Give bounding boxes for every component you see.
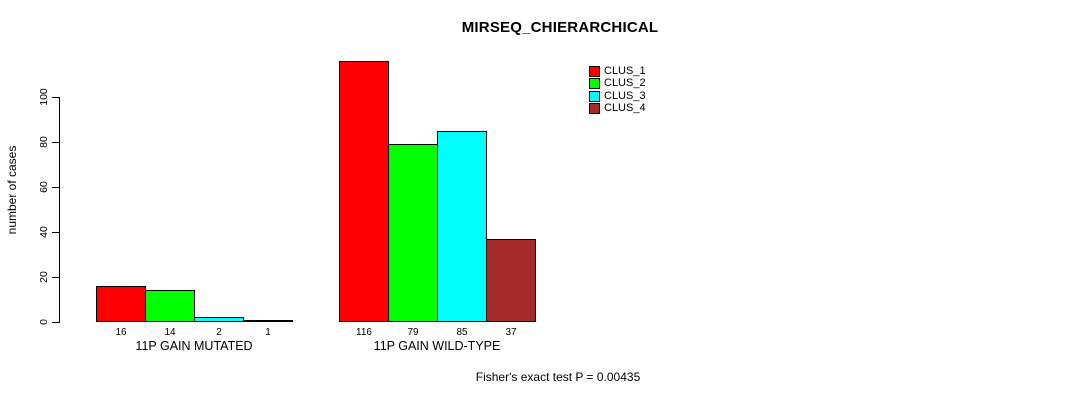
legend-label-clus-1: CLUS_1 — [604, 65, 646, 77]
y-axis-tick-label: 80 — [38, 136, 50, 148]
bar-value-label: 37 — [505, 327, 517, 338]
bar-clus-2-group1 — [145, 290, 195, 322]
y-axis-tick — [52, 96, 59, 98]
legend-label-clus-4: CLUS_4 — [604, 101, 646, 114]
legend-label-clus-2: CLUS_2 — [604, 77, 646, 90]
x-group-label: 11P GAIN MUTATED — [135, 339, 253, 353]
bar-clus-4-group2 — [486, 239, 536, 322]
y-axis-tick-label: 0 — [38, 319, 50, 325]
chart-title: MIRSEQ_CHIERARCHICAL — [461, 19, 659, 36]
fisher-test-annotation: Fisher's exact test P = 0.00435 — [475, 370, 641, 384]
y-axis-tick-label: 20 — [38, 271, 50, 283]
bar-clus-1-group2 — [339, 61, 389, 322]
y-axis-tick-label: 100 — [38, 88, 50, 106]
bar-value-label: 16 — [115, 327, 127, 338]
y-axis-tick — [52, 231, 59, 233]
y-axis-tick-label: 60 — [38, 181, 50, 193]
bar-clus-1-group1 — [96, 286, 146, 322]
y-axis-tick-label: 40 — [38, 226, 50, 238]
bar-value-label: 2 — [216, 327, 222, 338]
bar-value-label: 85 — [456, 327, 468, 338]
y-axis-tick — [52, 141, 59, 143]
legend-swatch-clus-2 — [589, 78, 600, 90]
bar-value-label: 116 — [356, 327, 372, 338]
x-group-label: 11P GAIN WILD-TYPE — [373, 339, 501, 353]
bar-value-label: 14 — [164, 327, 176, 338]
bar-clus-2-group2 — [388, 144, 438, 322]
legend-label-clus-3: CLUS_3 — [604, 89, 646, 102]
y-axis-tick — [52, 276, 59, 278]
bar-value-label: 79 — [407, 327, 419, 338]
y-axis-tick — [52, 321, 59, 323]
y-axis-line — [59, 97, 60, 323]
legend-swatch-clus-3 — [589, 90, 600, 102]
y-axis-title: number of cases — [5, 145, 19, 235]
bar-clus-3-group2 — [437, 131, 487, 322]
bar-clus-4-group1 — [243, 320, 293, 322]
bar-value-label: 1 — [265, 327, 271, 338]
legend-swatch-clus-4 — [589, 102, 600, 114]
y-axis-tick — [52, 186, 59, 188]
legend-swatch-clus-1 — [589, 66, 600, 77]
bar-clus-3-group1 — [194, 317, 244, 322]
